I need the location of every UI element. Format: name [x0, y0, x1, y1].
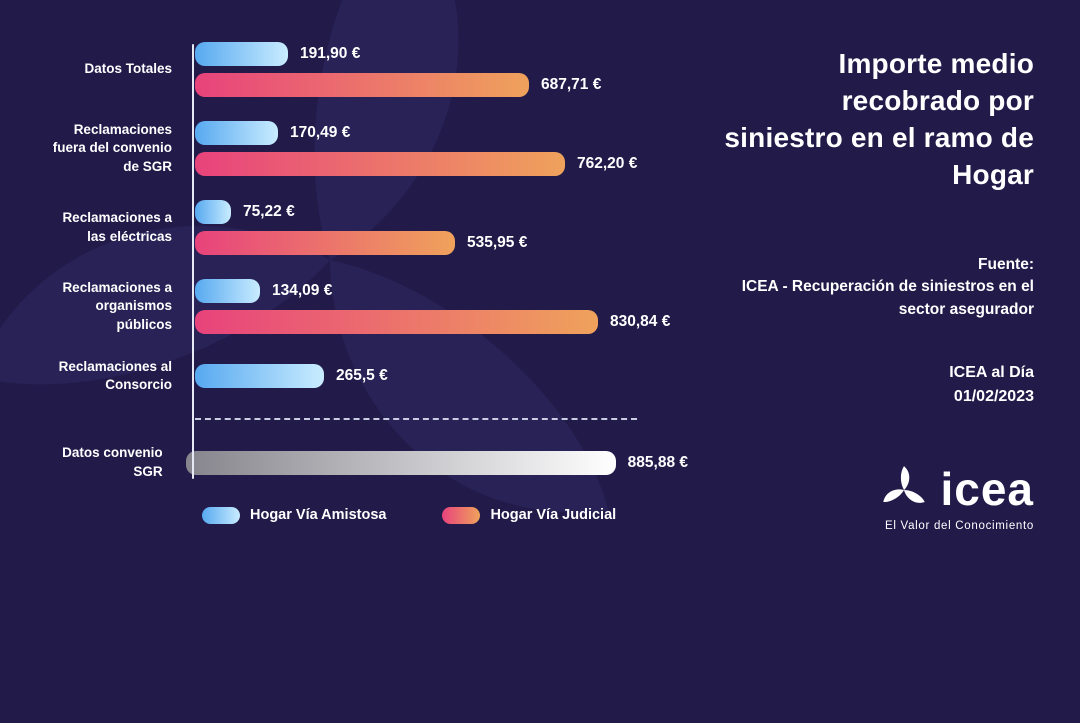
bar-line: 830,84 €: [195, 310, 688, 334]
category-label: Datos Totales: [84, 61, 172, 77]
chart-row: Reclamaciones a las eléctricas 75,22 € 535…: [16, 200, 688, 255]
chart-plot: Datos Totales 191,90 € 687,71 € Reclamacion…: [16, 42, 688, 481]
icea-logo-icon: [883, 466, 926, 503]
bar-sgr: [185, 450, 616, 475]
category-bars: 265,5 €: [192, 364, 688, 389]
chart-title: Importe medio recobrado por siniestro en…: [724, 48, 1034, 190]
source-label: Fuente:: [978, 255, 1034, 273]
icea-logo-text: icea: [940, 463, 1034, 515]
icea-logo: icea El Valor del Conocimiento: [878, 463, 1034, 532]
bar-judicial: [195, 73, 529, 97]
source-text: ICEA - Recuperación de siniestros en el …: [741, 278, 1034, 318]
bar-line: 762,20 €: [195, 152, 688, 176]
category-bars: 75,22 € 535,95 €: [192, 200, 688, 255]
legend-item-amistosa: Hogar Vía Amistosa: [202, 506, 387, 524]
chart-row: Datos convenio SGR 885,88 €: [16, 444, 688, 480]
bar-line: 134,09 €: [195, 279, 688, 303]
bar-line: 75,22 €: [195, 200, 688, 224]
publication-date: 01/02/2023: [953, 388, 1034, 406]
bar-line: 687,71 €: [195, 73, 688, 97]
bar-amistosa: [195, 279, 260, 303]
category-label: Reclamaciones al Consorcio: [58, 359, 172, 393]
bar-line: 170,49 €: [195, 121, 688, 145]
source-block: Fuente: ICEA - Recuperación de siniestro…: [734, 254, 1034, 321]
legend-swatch-amistosa: [202, 506, 240, 524]
legend-label-amistosa: Hogar Vía Amistosa: [250, 507, 387, 524]
bar-line: 535,95 €: [195, 231, 688, 255]
chart-legend: Hogar Vía Amistosa Hogar Vía Judicial: [202, 506, 688, 524]
bar-value-label: 535,95 €: [467, 234, 528, 251]
legend-item-judicial: Hogar Vía Judicial: [442, 506, 617, 524]
category-bars: 885,88 €: [183, 450, 688, 475]
bar-value-label: 830,84 €: [610, 313, 671, 330]
bar-value-label: 75,22 €: [243, 203, 295, 220]
bar-judicial: [195, 152, 565, 176]
bar-value-label: 687,71 €: [541, 76, 602, 93]
chart-row: Reclamaciones a organismos públicos 134,0…: [16, 279, 688, 334]
category-label: Reclamaciones a organismos públicos: [62, 280, 172, 332]
chart-row: Reclamaciones al Consorcio 265,5 €: [16, 358, 688, 394]
bar-value-label: 170,49 €: [290, 124, 351, 141]
publication-name: ICEA al Día: [949, 364, 1034, 382]
chart-row: Reclamaciones fuera del convenio de SGR 1…: [16, 121, 688, 176]
info-panel: Importe medio recobrado por siniestro en…: [688, 0, 1080, 564]
icea-logo-tagline: El Valor del Conocimiento: [885, 520, 1034, 532]
publication-block: ICEA al Día 01/02/2023: [949, 361, 1034, 409]
category-label: Reclamaciones a las eléctricas: [62, 210, 172, 244]
y-axis-line: [192, 44, 194, 479]
category-label: Reclamaciones fuera del convenio de SGR: [52, 122, 172, 174]
bar-amistosa: [195, 364, 324, 389]
bar-value-label: 265,5 €: [336, 367, 388, 385]
bar-line: 191,90 €: [195, 42, 688, 66]
bar-amistosa: [195, 42, 288, 66]
bar-value-label: 134,09 €: [272, 282, 333, 299]
bar-line: 265,5 €: [195, 364, 688, 389]
bar-chart: Datos Totales 191,90 € 687,71 € Reclamacion…: [16, 42, 688, 524]
bar-judicial: [195, 310, 598, 334]
bar-value-label: 762,20 €: [577, 155, 638, 172]
chart-section-divider: [195, 418, 637, 421]
bar-amistosa: [195, 200, 231, 224]
bar-amistosa: [195, 121, 278, 145]
legend-swatch-judicial: [442, 506, 481, 524]
legend-label-judicial: Hogar Vía Judicial: [490, 507, 617, 524]
chart-rows: Datos Totales 191,90 € 687,71 € Reclamacion…: [16, 42, 688, 481]
category-bars: 134,09 € 830,84 €: [192, 279, 688, 334]
chart-row: Datos Totales 191,90 € 687,71 €: [16, 42, 688, 97]
category-bars: 191,90 € 687,71 €: [192, 42, 688, 97]
bar-value-label: 191,90 €: [300, 45, 361, 62]
bar-line: 885,88 €: [185, 450, 688, 475]
category-label: Datos convenio SGR: [62, 445, 163, 479]
bar-judicial: [195, 231, 455, 255]
icea-logo-row: icea: [878, 463, 1034, 515]
category-bars: 170,49 € 762,20 €: [192, 121, 688, 176]
bar-value-label: 885,88 €: [627, 453, 688, 471]
